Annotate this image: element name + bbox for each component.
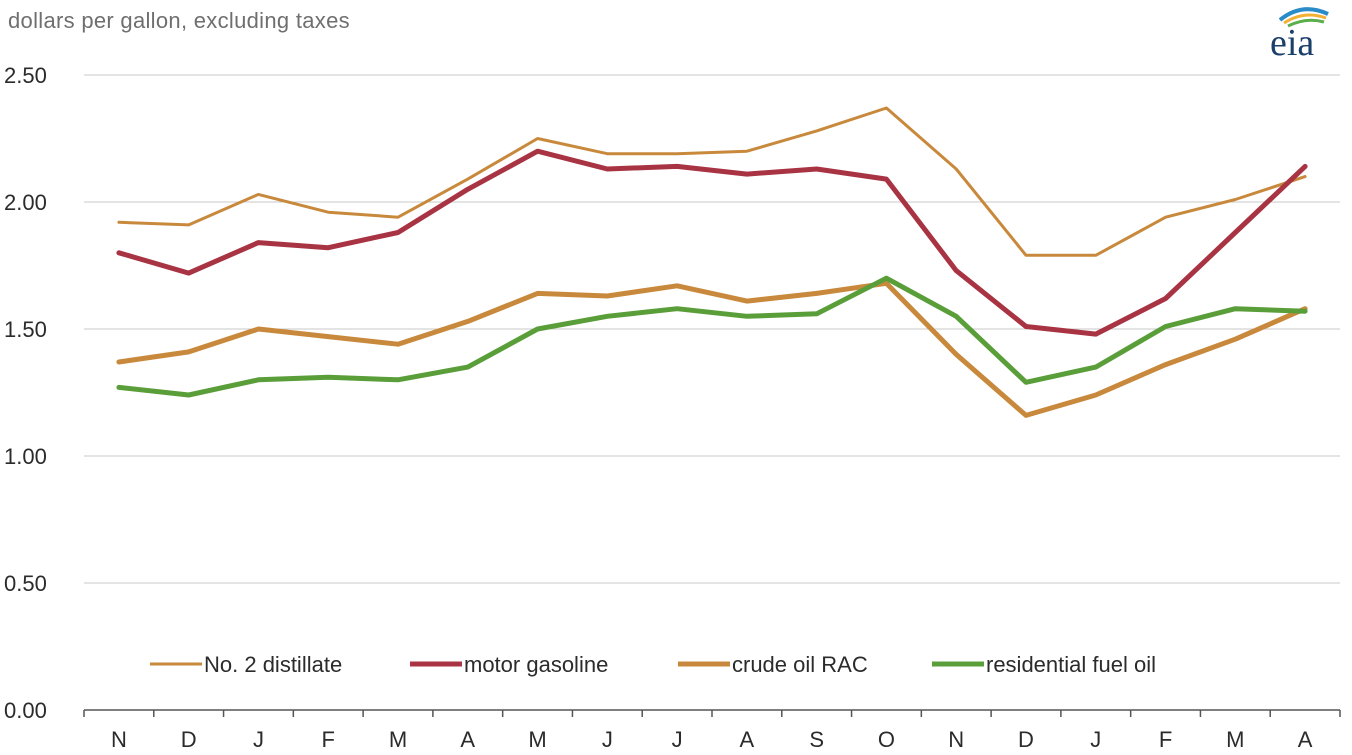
x-tick-label: N bbox=[111, 727, 127, 752]
y-tick-label: 0.50 bbox=[4, 571, 47, 596]
series-lines bbox=[116, 106, 1308, 418]
y-tick-label: 2.50 bbox=[4, 63, 47, 88]
legend-label: No. 2 distillate bbox=[204, 652, 342, 677]
x-tick-label: J bbox=[253, 727, 264, 752]
x-tick-label: O bbox=[878, 727, 895, 752]
x-tick-label: N bbox=[948, 727, 964, 752]
y-axis-ticks: 0.00 0.50 1.00 1.50 2.00 2.50 bbox=[4, 63, 47, 723]
eia-logo: eia bbox=[1270, 7, 1329, 62]
series-line-residential-fuel-oil bbox=[116, 275, 1308, 398]
y-tick-label: 1.00 bbox=[4, 444, 47, 469]
x-tick-label: A bbox=[1298, 727, 1313, 752]
x-tick-label: D bbox=[181, 727, 197, 752]
series-line-motor-gasoline bbox=[116, 148, 1308, 337]
legend-label: motor gasoline bbox=[464, 652, 608, 677]
x-tick-label: M bbox=[389, 727, 407, 752]
x-tick-label: A bbox=[460, 727, 475, 752]
x-tick-label: M bbox=[1226, 727, 1244, 752]
series-line-crude-oil-rac bbox=[116, 280, 1308, 418]
y-axis-unit-label: dollars per gallon, excluding taxes bbox=[8, 8, 350, 33]
y-tick-label: 1.50 bbox=[4, 317, 47, 342]
x-tick-label: F bbox=[321, 727, 334, 752]
series-line-no-2-distillate bbox=[117, 106, 1307, 257]
x-tick-label: F bbox=[1159, 727, 1172, 752]
legend: No. 2 distillate motor gasoline crude oil … bbox=[150, 652, 1156, 677]
x-tick-label: J bbox=[672, 727, 683, 752]
x-tick-label: M bbox=[528, 727, 546, 752]
x-tick-label: D bbox=[1018, 727, 1034, 752]
x-tick-label: J bbox=[1090, 727, 1101, 752]
x-tick-label: A bbox=[740, 727, 755, 752]
gridlines bbox=[84, 74, 1340, 584]
y-tick-label: 2.00 bbox=[4, 190, 47, 215]
legend-label: residential fuel oil bbox=[986, 652, 1156, 677]
legend-label: crude oil RAC bbox=[732, 652, 868, 677]
x-tick-label: S bbox=[809, 727, 824, 752]
y-tick-label: 0.00 bbox=[4, 698, 47, 723]
eia-logo-text: eia bbox=[1270, 22, 1314, 62]
x-tick-label: J bbox=[602, 727, 613, 752]
